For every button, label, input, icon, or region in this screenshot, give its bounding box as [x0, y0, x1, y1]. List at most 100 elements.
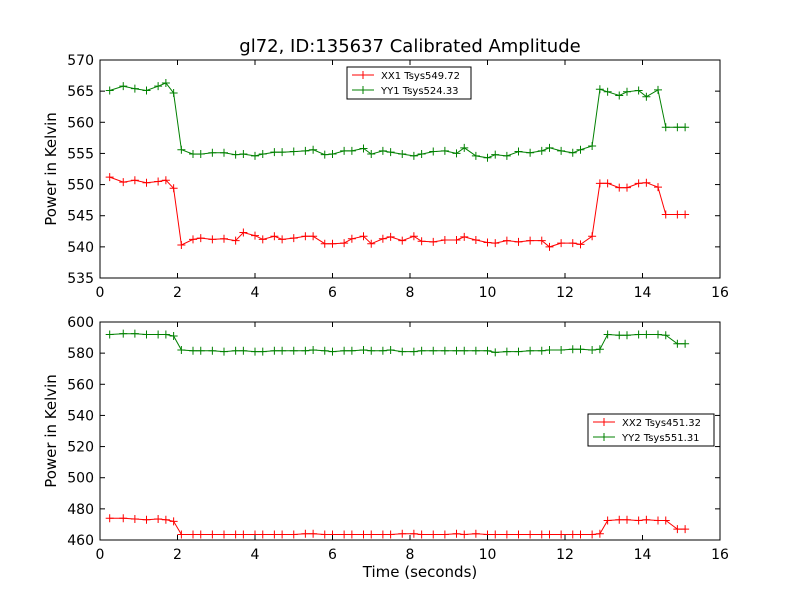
data-point-marker — [673, 123, 682, 132]
data-point-marker — [386, 148, 395, 157]
y-tick-label: 580 — [67, 346, 94, 362]
x-tick-label: 4 — [251, 285, 260, 301]
data-point-marker — [359, 232, 368, 241]
data-point-marker — [681, 339, 690, 348]
data-point-marker — [309, 529, 318, 538]
data-point-marker — [603, 179, 612, 188]
data-point-marker — [154, 82, 163, 91]
x-tick-label: 2 — [173, 285, 182, 301]
data-point-marker — [278, 148, 287, 157]
data-point-marker — [615, 515, 624, 524]
data-point-marker — [440, 146, 449, 155]
x-tick-label: 12 — [556, 285, 574, 301]
data-point-marker — [537, 346, 546, 355]
data-point-marker — [278, 346, 287, 355]
data-point-marker — [196, 346, 205, 355]
x-tick-label: 14 — [634, 547, 652, 563]
data-point-marker — [196, 150, 205, 159]
data-point-marker — [595, 179, 604, 188]
data-point-marker — [386, 530, 395, 539]
data-point-marker — [196, 530, 205, 539]
data-point-marker — [347, 234, 356, 243]
data-point-marker — [673, 339, 682, 348]
data-point-marker — [417, 237, 426, 246]
data-point-marker — [367, 346, 376, 355]
data-point-marker — [634, 516, 643, 525]
y-tick-label: 480 — [67, 502, 94, 518]
data-point-marker — [588, 141, 597, 150]
legend-box — [346, 66, 472, 100]
data-point-marker — [545, 530, 554, 539]
data-point-marker — [429, 237, 438, 246]
data-point-marker — [673, 525, 682, 534]
data-point-marker — [231, 236, 240, 245]
data-point-marker — [289, 147, 298, 156]
data-point-marker — [491, 150, 500, 159]
data-point-marker — [189, 346, 197, 355]
data-point-marker — [154, 177, 163, 186]
data-point-marker — [491, 530, 500, 539]
data-point-marker — [502, 530, 511, 539]
data-point-marker — [378, 146, 387, 155]
data-point-marker — [681, 210, 690, 219]
data-point-marker — [220, 234, 228, 243]
data-point-marker — [654, 330, 662, 339]
data-point-marker — [398, 236, 407, 245]
data-point-marker — [491, 348, 500, 357]
data-point-marker — [654, 516, 662, 525]
data-point-marker — [409, 347, 418, 356]
data-point-marker — [340, 239, 349, 248]
data-point-marker — [681, 525, 690, 534]
data-point-marker — [526, 346, 535, 355]
data-point-marker — [460, 143, 469, 152]
data-point-marker — [654, 183, 662, 192]
data-point-marker — [588, 232, 597, 241]
data-point-marker — [460, 232, 469, 241]
data-point-marker — [483, 346, 492, 355]
series-line-2 — [109, 82, 686, 159]
data-point-marker — [545, 242, 554, 251]
x-tick-label: 6 — [328, 547, 337, 563]
data-point-marker — [320, 239, 329, 248]
legend-marker — [600, 433, 608, 441]
data-point-marker — [634, 179, 643, 188]
y-tick-label: 560 — [67, 377, 94, 393]
data-point-marker — [119, 82, 128, 91]
data-point-marker — [537, 146, 546, 155]
data-point-marker — [289, 530, 298, 539]
data-point-marker — [588, 346, 597, 355]
x-tick-label: 4 — [251, 547, 260, 563]
data-point-marker — [309, 232, 318, 241]
data-point-marker — [514, 147, 523, 156]
data-point-marker — [409, 529, 418, 538]
data-point-marker — [623, 183, 631, 192]
data-point-marker — [130, 84, 139, 93]
data-point-marker — [398, 150, 407, 159]
data-point-marker — [347, 530, 356, 539]
data-point-marker — [595, 85, 604, 94]
data-point-marker — [615, 91, 624, 100]
data-point-marker — [161, 176, 170, 185]
data-point-marker — [270, 346, 279, 355]
x-tick-label: 10 — [479, 547, 497, 563]
x-tick-label: 10 — [479, 285, 497, 301]
data-point-marker — [440, 530, 449, 539]
data-point-marker — [603, 87, 612, 96]
data-point-marker — [471, 151, 480, 160]
data-point-marker — [258, 347, 267, 356]
y-tick-label: 540 — [67, 408, 94, 424]
data-point-marker — [576, 345, 585, 354]
data-point-marker — [471, 236, 480, 245]
data-point-marker — [417, 530, 426, 539]
y-axis-label: Power in Kelvin — [42, 374, 60, 488]
data-point-marker — [526, 148, 535, 157]
x-tick-label: 16 — [711, 547, 729, 563]
data-point-marker — [417, 150, 426, 159]
data-point-marker — [220, 148, 228, 157]
legend-entry: XX2 Tsys451.32 — [622, 418, 701, 429]
data-point-marker — [105, 86, 114, 95]
data-point-marker — [502, 236, 511, 245]
data-point-marker — [398, 529, 407, 538]
series-line-1 — [109, 176, 686, 248]
data-point-marker — [615, 331, 624, 340]
